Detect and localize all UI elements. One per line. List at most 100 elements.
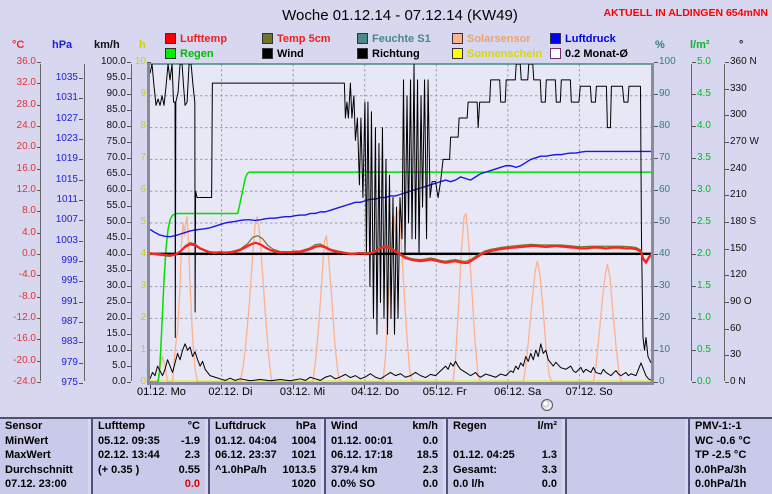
legend-item-luftdruck[interactable]: Luftdruck — [550, 32, 616, 45]
station-info-label: AKTUELL IN ALDINGEN 654mNN — [603, 7, 768, 19]
axis-tick-label: 7 — [131, 153, 151, 163]
axis-tick-label: 2 — [131, 313, 151, 323]
axis-tick-label: 983 — [44, 337, 83, 347]
axis-tick-label: 8.0 — [2, 206, 41, 216]
legend-item-wind[interactable]: Wind — [262, 47, 304, 60]
axis-tick-label: 4 — [131, 249, 151, 259]
cell-label: 01.12. 00:01 — [331, 434, 393, 447]
axis-pressure: 1035 1031 1027 1023 1019 1015 1011 1007 1003 999 9… — [44, 73, 83, 388]
axis-rain: 5.0 4.5 4.0 3.5 3.0 2.5 2.0 1.5 1.0 0.5 0.0 — [692, 57, 723, 387]
axis-tick-label: 5 — [131, 217, 151, 227]
cell-value: 0.55 — [178, 463, 200, 476]
legend-item-feuchte-s1[interactable]: Feuchte S1 — [357, 32, 431, 45]
axis-tick-label: -24.0 — [2, 376, 41, 387]
legend-swatch-wind — [262, 48, 273, 59]
legend-swatch-sonnenschein — [452, 48, 463, 59]
axis-tick-label: 80 — [654, 121, 681, 131]
axis-tick-label: 0 — [654, 377, 681, 387]
legend-item-solarsensor[interactable]: Solarsensor — [452, 32, 531, 45]
axis-tick-label: 120 — [725, 270, 770, 280]
axis-tick-label: 100.0 — [88, 57, 131, 67]
x-day-label: 01.12. Mo — [137, 386, 186, 398]
axis-tick-label: 30.0 — [88, 281, 131, 291]
cell-label: (+ 0.35 ) — [98, 463, 140, 476]
axis-tick-label: 999 — [44, 255, 83, 266]
axis-tick-label: 70.0 — [88, 153, 131, 163]
axis-tick-label: 28.0 — [2, 99, 41, 110]
axis-tick-label: 0.5 — [692, 345, 723, 355]
cell-label: 0.0hPa/1h — [695, 478, 747, 491]
axis-tick-label: 10.0 — [88, 345, 131, 355]
cell-label: 379.4 km — [331, 463, 378, 476]
axis-tick-label: 50.0 — [88, 217, 131, 227]
legend-item-richtung[interactable]: Richtung — [357, 47, 420, 60]
cell-label: 01.12. 04:04 — [215, 434, 277, 447]
table-col-sensor: Sensor MinWert MaxWert Durchschnitt 07.12. 2… — [0, 419, 88, 494]
axis-tick-label: 2.5 — [692, 217, 723, 227]
axis-tick-label: 3.0 — [692, 185, 723, 195]
series-solarsensor — [150, 210, 651, 382]
x-day-label: 02.12. Di — [208, 386, 253, 398]
axis-tick-label: 1.5 — [692, 281, 723, 291]
axis-tick-label: 1027 — [44, 113, 83, 124]
legend-label: Luftdruck — [565, 32, 616, 45]
axis-tick-label: 987 — [44, 316, 83, 327]
axis-tick-label: 180 S — [725, 216, 770, 227]
legend-label: Lufttemp — [180, 32, 228, 45]
cell-label: 0.0% SO — [331, 478, 376, 491]
series-temp-5cm — [150, 236, 651, 262]
cell-value: 2.3 — [184, 449, 200, 462]
axis-tick-label: 80.0 — [88, 121, 131, 131]
series-luftdruck — [150, 151, 651, 236]
axis-tick-label: 10 — [654, 345, 681, 355]
axis-line — [724, 64, 725, 381]
axis-tick-label: 25.0 — [88, 297, 131, 307]
axis-tick-label: 60.0 — [88, 185, 131, 195]
row-header: MaxWert — [5, 449, 51, 462]
axis-unit-humidity: % — [655, 39, 665, 51]
axis-tick-label: 979 — [44, 357, 83, 368]
cell-value: 1.3 — [541, 449, 557, 462]
axis-tick-label: 4.0 — [692, 121, 723, 131]
col-header-unit: °C — [187, 420, 200, 432]
axis-tick-label: 30 — [654, 281, 681, 291]
axis-tick-label: 75.0 — [88, 137, 131, 147]
legend-item-sonnenschein[interactable]: Sonnenschein — [452, 47, 542, 60]
axis-unit-temp: °C — [12, 39, 25, 51]
legend-item-lufttemp[interactable]: Lufttemp — [165, 32, 227, 45]
axis-tick-label: 1019 — [44, 154, 83, 164]
axis-tick-label: 4.5 — [692, 89, 723, 99]
legend-swatch-lufttemp — [165, 33, 176, 44]
cell-label: 02.12. 13:44 — [98, 449, 160, 462]
table-col-regen: Regen l/m² 01.12. 04:25 1.3 Gesamt: 3.3 0.0 l/… — [446, 419, 562, 494]
legend-label: 0.2 Monat-Ø — [565, 47, 628, 60]
page-title: Woche 01.12.14 - 07.12.14 (KW49) — [282, 7, 518, 24]
axis-tick-label: 24.0 — [2, 120, 41, 131]
cell-label: TP -2.5 °C — [695, 449, 747, 462]
cell-label: Gesamt: — [453, 463, 498, 476]
x-axis-tick — [292, 385, 294, 389]
axis-tick-label: 1031 — [44, 93, 83, 103]
x-axis-tick — [507, 385, 509, 389]
cell-value: 18.5 — [416, 449, 438, 462]
row-header: MinWert — [5, 434, 49, 447]
axis-tick-label: 20 — [654, 313, 681, 323]
legend-label: Sonnenschein — [467, 47, 543, 60]
axis-temp: 36.0 32.0 28.0 24.0 20.0 16.0 12.0 8.0 4.0 0.0 -4.… — [2, 57, 41, 387]
legend-swatch-temp-5cm — [262, 33, 273, 44]
axis-tick-label: 3.5 — [692, 153, 723, 163]
cell-value: 0.0 — [422, 478, 438, 491]
legend-item-temp-5cm[interactable]: Temp 5cm — [262, 32, 331, 45]
axis-tick-label: 3 — [131, 281, 151, 291]
axis-tick-label: 30 — [725, 350, 770, 360]
cell-label: ^1.0hPa/h — [215, 463, 267, 476]
legend-item-0-2-monat[interactable]: 0.2 Monat-Ø — [550, 47, 628, 60]
cell-value: 1004 — [291, 434, 316, 447]
cell-value: -1.9 — [181, 434, 200, 447]
axis-wind: 100.0 95.0 90.0 85.0 80.0 75.0 70.0 65.0 60.0 55.… — [88, 57, 131, 387]
axis-tick-label: -20.0 — [2, 355, 41, 366]
cell-value: 0.0 — [541, 478, 557, 491]
axis-tick-label: 360 N — [725, 57, 770, 67]
cell-value: 1020 — [291, 478, 316, 491]
legend-item-regen[interactable]: Regen — [165, 47, 214, 60]
